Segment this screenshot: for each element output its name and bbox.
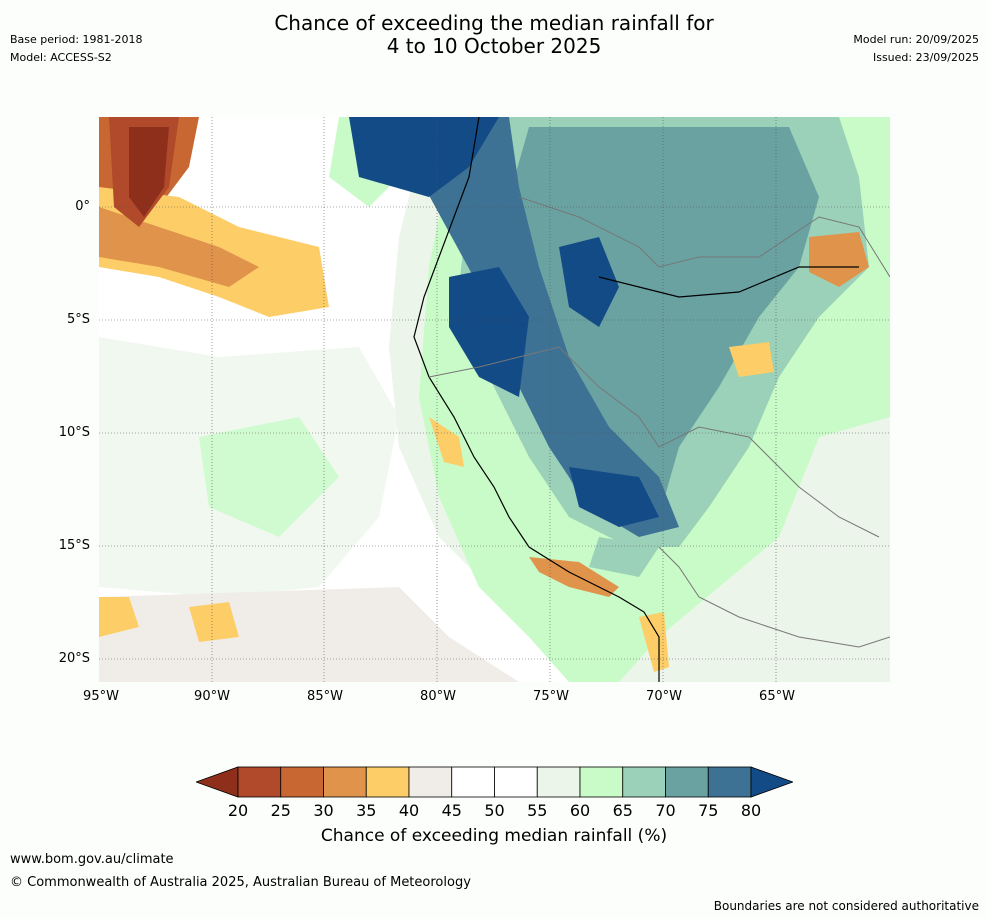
chart-title: Chance of exceeding the median rainfall …: [194, 12, 794, 58]
lon-label: 90°W: [194, 689, 230, 704]
legend-tick-label: 65: [612, 801, 633, 820]
colorbar-segment: [408, 766, 453, 798]
legend-colorbar: [196, 766, 793, 798]
border-line-2: [428, 346, 880, 538]
lat-label: 20°S: [58, 651, 90, 666]
colorbar-segment: [280, 766, 324, 798]
legend-tick-label: 60: [569, 801, 591, 820]
region-80-plus-mid: [449, 267, 529, 397]
title-line-1: Chance of exceeding the median rainfall …: [274, 11, 714, 35]
meta-right: Model run: 20/09/2025 Issued: 23/09/2025: [853, 31, 979, 67]
legend-tick-label: 50: [484, 801, 505, 820]
legend-tick-label: 45: [441, 801, 462, 820]
region-80-plus-south: [569, 467, 659, 527]
legend-tick-label: 75: [698, 801, 719, 820]
map-svg: [99, 117, 890, 682]
colorbar-segment: [237, 766, 282, 798]
lat-label: 15°S: [58, 538, 90, 553]
colorbar-segment: [323, 766, 367, 798]
lon-label: 75°W: [533, 689, 569, 704]
title-line-2: 4 to 10 October 2025: [386, 34, 602, 58]
colorbar-segment: [707, 766, 752, 798]
lat-label: 0°: [75, 199, 90, 214]
legend-tick-label: 40: [398, 801, 420, 820]
legend-tick-label: 25: [270, 801, 291, 820]
meta-left: Base period: 1981-2018 Model: ACCESS-S2: [10, 31, 142, 67]
lon-label: 70°W: [646, 689, 682, 704]
coastline: [413, 117, 660, 682]
rainfall-map: [99, 117, 890, 682]
colorbar-segments: [196, 766, 793, 798]
footer-note: Boundaries are not considered authoritat…: [713, 899, 979, 913]
colorbar-segment: [579, 766, 624, 798]
legend-tick-label: 70: [655, 801, 676, 820]
ocean-60-65: [199, 417, 339, 537]
legend-label: Chance of exceeding median rainfall (%): [320, 826, 668, 846]
region-80-plus-east: [559, 237, 619, 327]
legend-tick-label: 30: [313, 801, 334, 820]
model-run: Model run: 20/09/2025: [853, 33, 979, 46]
region-below-20: [129, 127, 169, 217]
colorbar-segment: [365, 766, 410, 798]
region-65-70-south: [589, 537, 659, 577]
region-30-35-coast: [529, 557, 619, 597]
lat-label: 5°S: [66, 312, 90, 327]
gridlines: [99, 117, 890, 682]
model-name: Model: ACCESS-S2: [10, 51, 112, 64]
colorbar-segment: [622, 766, 666, 798]
colorbar-segment: [494, 766, 538, 798]
region-35-40-east: [729, 342, 774, 377]
lon-label: 80°W: [420, 689, 456, 704]
footer-copyright: © Commonwealth of Australia 2025, Austra…: [10, 875, 471, 890]
footer-url[interactable]: www.bom.gov.au/climate: [10, 852, 174, 867]
region-30-35-east: [809, 232, 869, 287]
lon-label: 65°W: [759, 689, 795, 704]
colorbar-segment: [451, 766, 495, 798]
issued-date: Issued: 23/09/2025: [872, 51, 979, 64]
base-period: Base period: 1981-2018: [10, 33, 143, 46]
region-80-plus-north: [349, 117, 499, 197]
legend-tick-label: 80: [740, 801, 762, 820]
legend-tick-label: 20: [227, 801, 249, 820]
border-line-3: [658, 546, 890, 648]
lon-label: 85°W: [307, 689, 343, 704]
region-35-40-coast: [639, 612, 669, 672]
legend-tick-label: 55: [527, 801, 548, 820]
region-35-40-peru: [429, 417, 464, 467]
region-35-40-sw: [99, 597, 139, 637]
colorbar-arrow-low: [196, 766, 239, 798]
colorbar-segment: [536, 766, 581, 798]
river-line: [598, 266, 859, 298]
region-35-40-s: [189, 602, 239, 642]
legend-tick-label: 35: [356, 801, 377, 820]
lon-label: 95°W: [83, 689, 119, 704]
colorbar-arrow-high: [750, 766, 793, 798]
lat-label: 10°S: [58, 425, 90, 440]
border-line-1: [518, 196, 890, 278]
colorbar-segment: [665, 766, 709, 798]
